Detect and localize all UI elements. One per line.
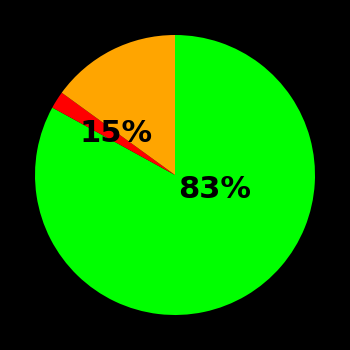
Text: 15%: 15% <box>80 119 153 147</box>
Wedge shape <box>62 35 175 175</box>
Wedge shape <box>35 35 315 315</box>
Text: 83%: 83% <box>178 175 251 203</box>
Wedge shape <box>52 93 175 175</box>
